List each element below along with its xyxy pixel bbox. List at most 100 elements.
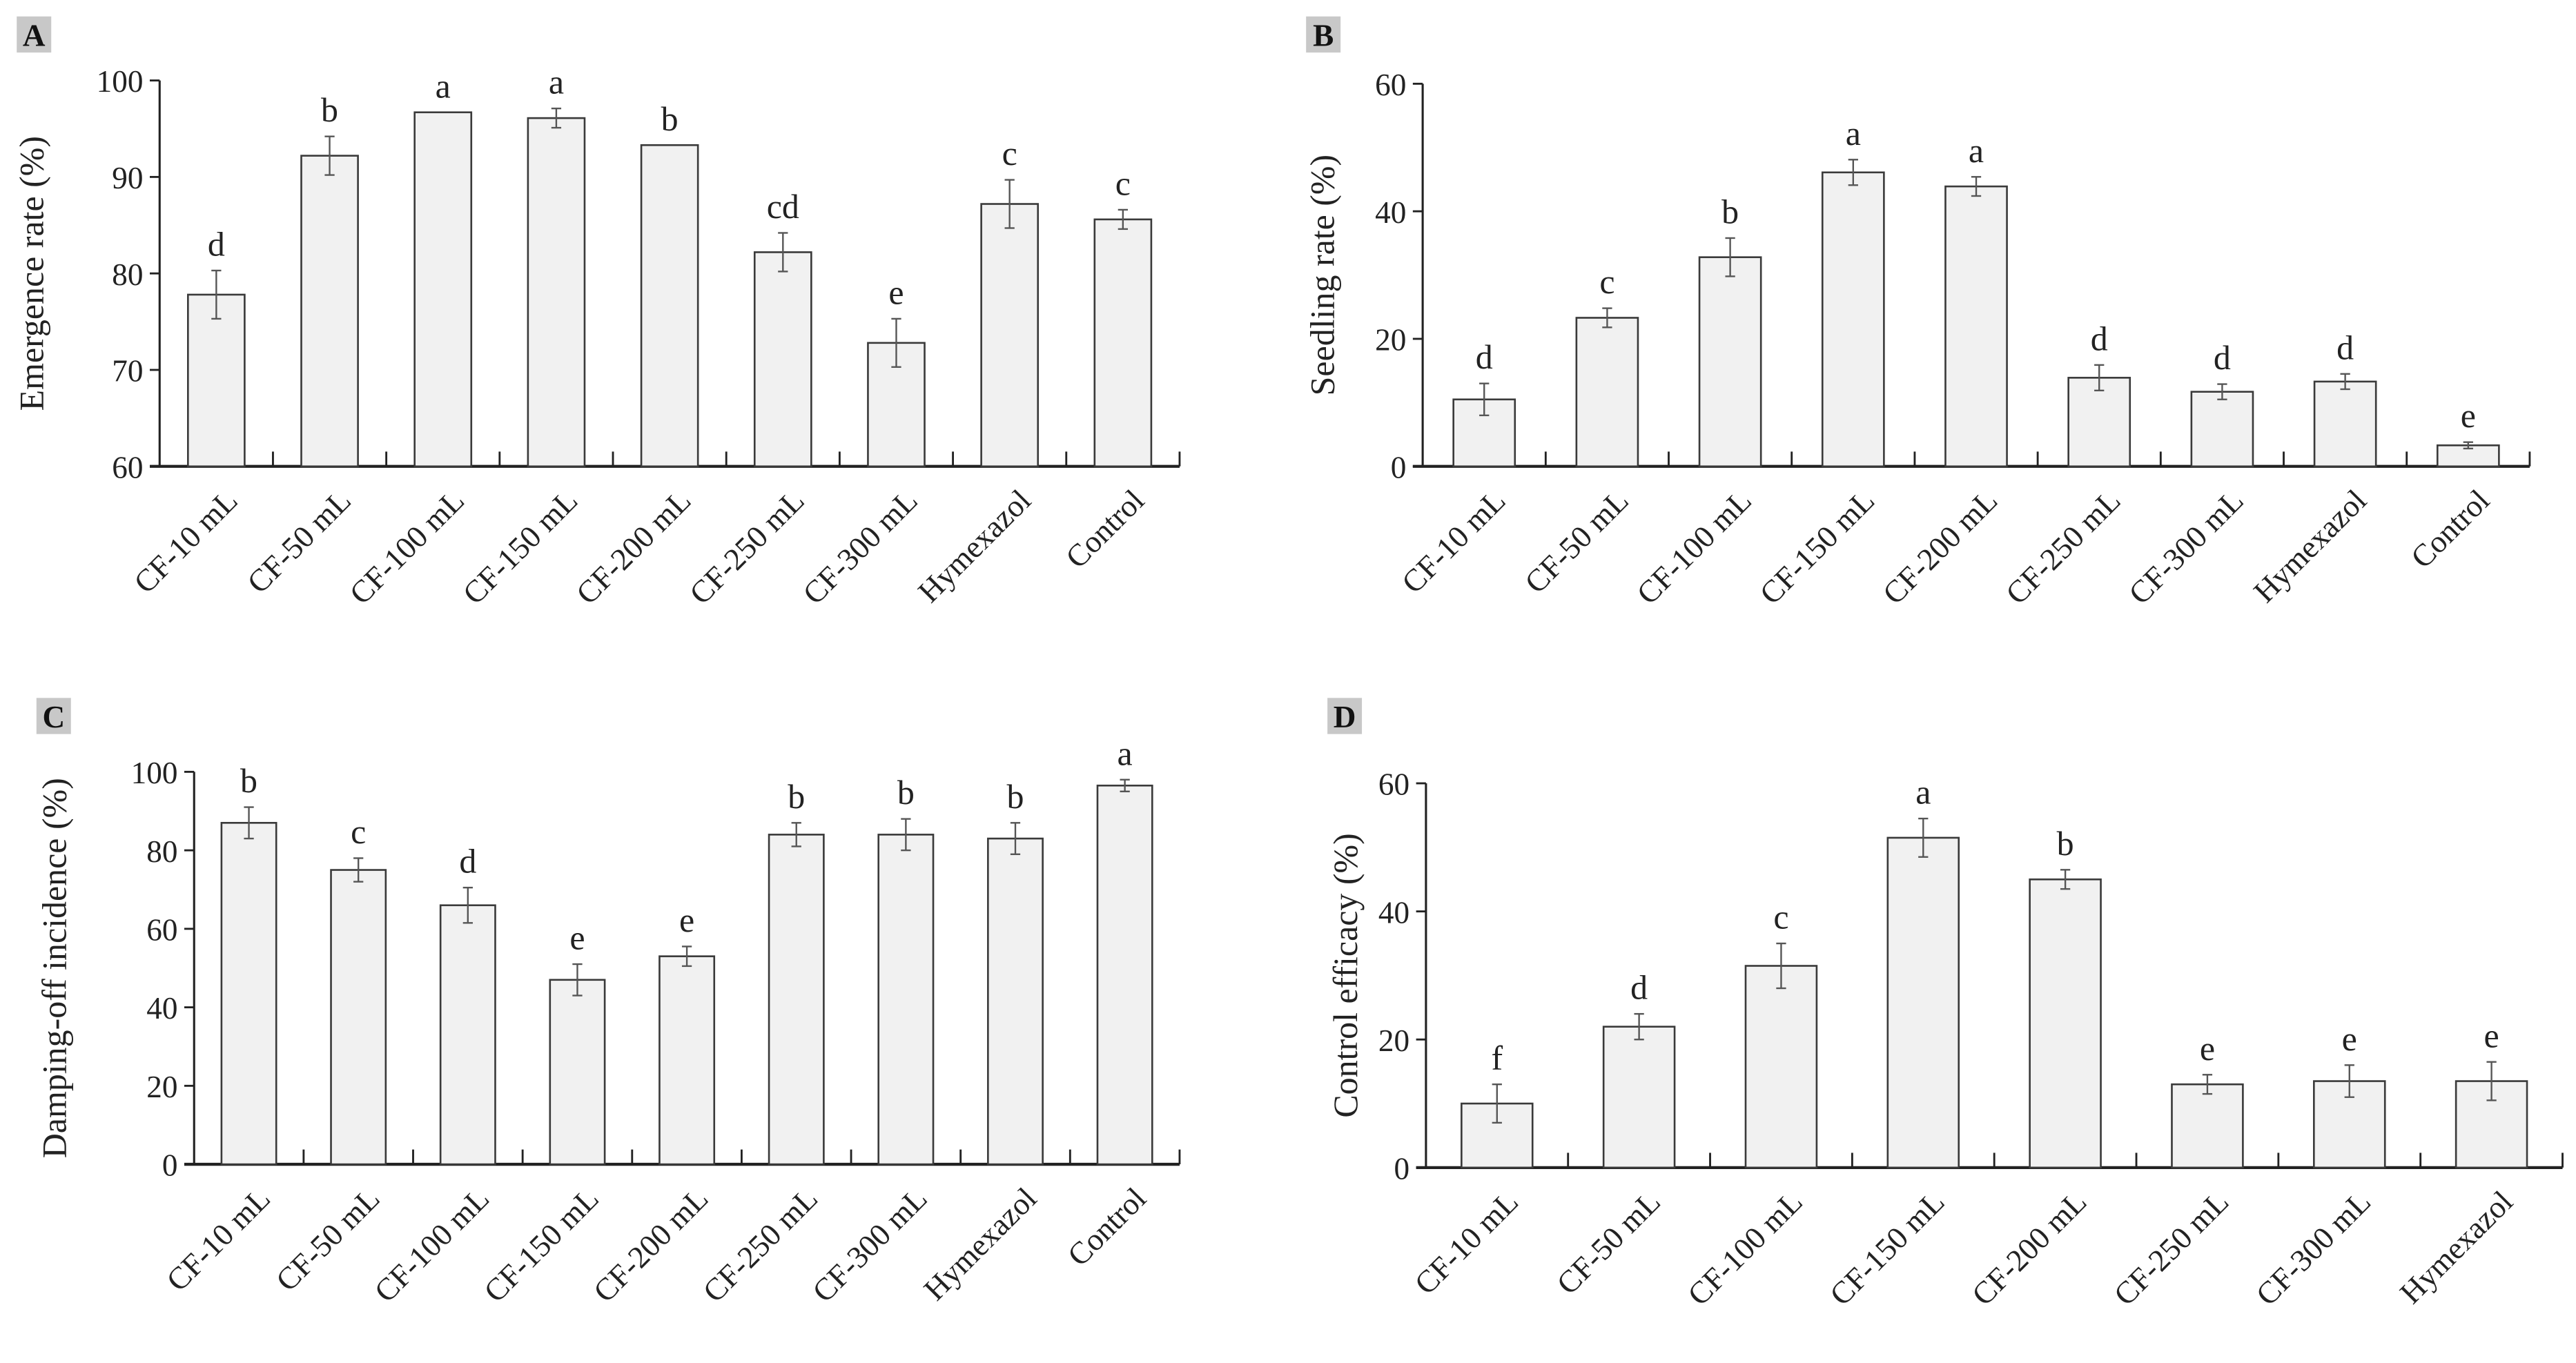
x-tick-label: CF-150 mL (477, 1181, 605, 1308)
significance-letter: c (1599, 262, 1614, 301)
panel-c: C 0 20 40 60 80 100 Damping-off incidence (%) b C… (35, 698, 1181, 1309)
significance-letter: cd (767, 187, 799, 226)
bar (980, 203, 1040, 468)
bar (2312, 1080, 2386, 1169)
y-tick-label: 60 (112, 450, 143, 484)
y-tick-label: 100 (131, 756, 178, 790)
bar (1944, 185, 2008, 468)
x-tick-label: CF-50 mL (269, 1181, 386, 1297)
significance-letter: d (208, 225, 225, 264)
significance-letter: b (1007, 777, 1024, 816)
y-axis-label: Emergence rate (%) (12, 136, 50, 411)
x-tick-label: CF-200 mL (1965, 1184, 2093, 1312)
y-axis-label: Seedling rate (%) (1303, 155, 1342, 396)
bar (753, 251, 812, 468)
significance-letter: e (2484, 1016, 2499, 1055)
x-tick-label: CF-200 mL (587, 1181, 714, 1308)
significance-letter: d (1630, 968, 1648, 1007)
significance-letter: b (897, 773, 915, 812)
y-axis-label: Damping-off incidence (%) (35, 778, 74, 1158)
significance-letter: e (2200, 1029, 2215, 1068)
x-tick-label: Control (2404, 483, 2496, 575)
x-tick-label: Hymexazol (2393, 1184, 2519, 1311)
bar (658, 955, 716, 1166)
y-tick-label: 0 (1391, 450, 1407, 484)
significance-letter: e (2342, 1019, 2357, 1058)
y-tick-label: 60 (146, 913, 177, 948)
x-tick-label: CF-10 mL (160, 1181, 277, 1297)
bar (1821, 171, 1885, 468)
x-tick-label: Hymexazol (2247, 483, 2373, 609)
x-tick-label: CF-250 mL (2107, 1184, 2235, 1312)
x-tick-label: Hymexazol (911, 483, 1037, 609)
panel-label-box (17, 16, 52, 53)
significance-letter: c (351, 812, 366, 851)
y-tick-label: 60 (1375, 68, 1406, 102)
significance-letter: d (1476, 337, 1493, 376)
significance-letter: b (788, 777, 805, 816)
x-tick-label: CF-300 mL (2122, 483, 2250, 611)
significance-letter: f (1491, 1039, 1503, 1077)
x-tick-label: Control (1061, 1181, 1153, 1273)
x-tick-label: CF-300 mL (796, 483, 924, 611)
bar (1744, 965, 1818, 1169)
bar (640, 144, 699, 468)
panel-a: A 60 70 80 90 100 Emergence rate (%) d CF-10 mL b… (12, 16, 1181, 611)
x-tick-label: CF-100 mL (368, 1181, 496, 1308)
x-tick-label: CF-10 mL (127, 483, 244, 600)
bar (1602, 1026, 1676, 1169)
bar (2313, 380, 2377, 468)
bar (220, 821, 277, 1166)
x-tick-label: Hymexazol (917, 1181, 1044, 1307)
x-tick-label: CF-150 mL (1753, 483, 1881, 611)
significance-letter: a (1969, 131, 1984, 170)
x-tick-label: CF-100 mL (343, 483, 471, 611)
x-tick-label: CF-200 mL (1876, 483, 2004, 611)
x-tick-label: CF-150 mL (1823, 1184, 1951, 1312)
bar (413, 111, 473, 468)
y-tick-label: 40 (146, 991, 177, 1026)
bar (2171, 1083, 2244, 1169)
x-tick-label: CF-200 mL (569, 483, 697, 611)
x-tick-label: CF-50 mL (1550, 1184, 1667, 1301)
panel-label: D (1334, 700, 1356, 734)
y-tick-label: 70 (112, 354, 143, 389)
y-tick-label: 40 (1375, 195, 1406, 230)
bar (2029, 878, 2102, 1169)
significance-letter: b (2057, 824, 2074, 863)
bar (1698, 256, 1762, 468)
significance-letter: e (569, 919, 585, 957)
x-tick-label: CF-10 mL (1408, 1184, 1525, 1301)
x-tick-label: CF-300 mL (2250, 1184, 2377, 1312)
y-tick-label: 0 (162, 1148, 178, 1183)
x-tick-label: CF-250 mL (683, 483, 810, 611)
y-tick-label: 0 (1394, 1151, 1409, 1186)
x-tick-label: Control (1059, 483, 1151, 575)
panel-label: B (1313, 19, 1334, 53)
x-tick-label: CF-100 mL (1681, 1184, 1808, 1312)
significance-letter: c (1002, 134, 1017, 173)
y-tick-label: 100 (97, 64, 144, 99)
y-tick-label: 40 (1378, 895, 1409, 930)
x-tick-label: CF-100 mL (1630, 483, 1758, 611)
panel-b: B 0 20 40 60 Seedling rate (%) d CF-10 mL c CF-50… (1303, 16, 2531, 611)
significance-letter: a (436, 66, 451, 105)
significance-letter: d (2214, 338, 2231, 377)
significance-letter: a (1118, 734, 1133, 772)
x-tick-label: CF-50 mL (240, 483, 357, 600)
significance-letter: e (679, 901, 694, 939)
bar (1096, 784, 1153, 1166)
y-tick-label: 80 (146, 834, 177, 869)
y-tick-label: 80 (112, 257, 143, 292)
panel-label-box (1306, 16, 1341, 53)
bar (2190, 391, 2254, 468)
bar (1575, 317, 1639, 468)
panel-d: D 0 20 40 60 Control efficacy (%) f CF-10 mL d CF… (1326, 698, 2564, 1312)
significance-letter: d (459, 842, 476, 881)
significance-letter: a (1915, 773, 1931, 812)
y-axis-label: Control efficacy (%) (1326, 833, 1365, 1117)
bar (987, 837, 1044, 1166)
bar (330, 869, 387, 1166)
bar (549, 979, 606, 1166)
